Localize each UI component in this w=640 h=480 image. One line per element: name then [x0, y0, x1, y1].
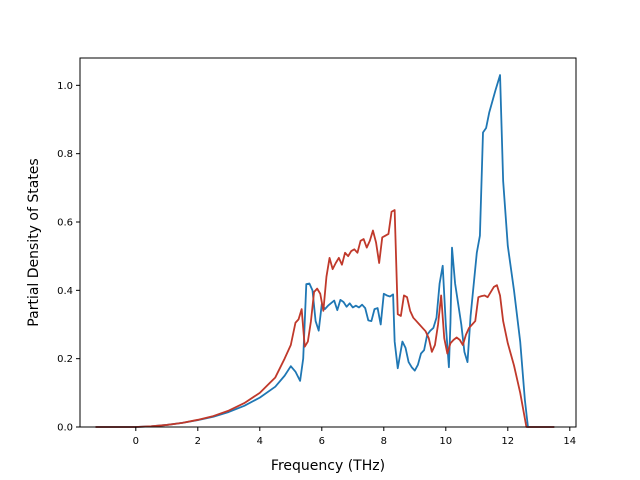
- y-tick-label: 0.4: [57, 286, 73, 297]
- x-tick-label: 0: [133, 436, 139, 447]
- series-line-1: [95, 74, 555, 428]
- y-axis-label: Partial Density of States: [26, 158, 42, 326]
- x-tick-label: 2: [195, 436, 201, 447]
- x-tick-label: 4: [257, 436, 263, 447]
- x-axis-ticks: 0 2 4 6 8 10 12 14: [133, 427, 576, 447]
- y-tick-label: 0.0: [57, 423, 73, 434]
- plot-area-frame: [79, 57, 577, 428]
- y-tick-label: 1.0: [57, 81, 73, 92]
- series-line-2: [95, 209, 555, 428]
- x-tick-label: 8: [381, 436, 387, 447]
- x-axis-label: Frequency (THz): [271, 458, 385, 474]
- x-tick-label: 14: [563, 436, 576, 447]
- y-tick-label: 0.2: [57, 354, 73, 365]
- y-tick-label: 0.6: [57, 218, 73, 229]
- x-tick-label: 10: [439, 436, 452, 447]
- x-tick-label: 6: [319, 436, 325, 447]
- y-axis-ticks: 0.0 0.2 0.4 0.6 0.8 1.0: [57, 81, 80, 434]
- y-tick-label: 0.8: [57, 149, 73, 160]
- plot-series-group: [95, 74, 555, 428]
- x-tick-label: 12: [501, 436, 514, 447]
